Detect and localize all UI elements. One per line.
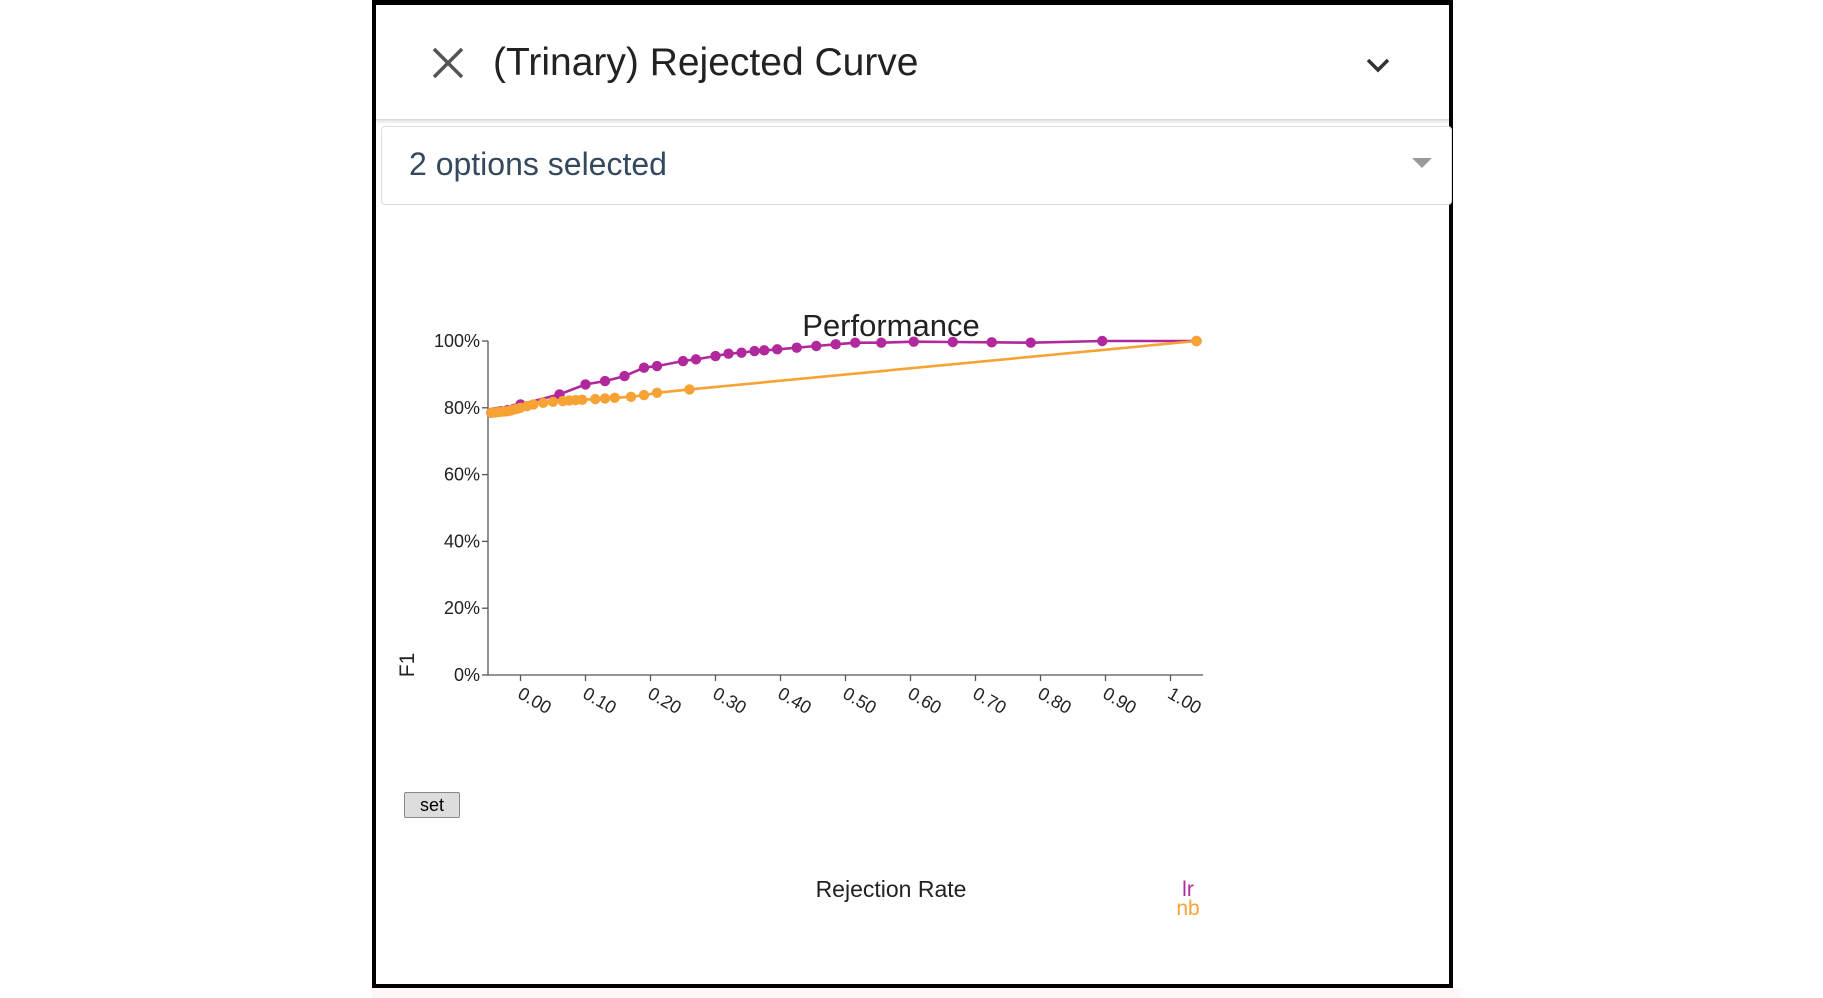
chart-title: Performance xyxy=(802,308,979,343)
y-tick-label: 80% xyxy=(444,398,480,418)
data-point-lr xyxy=(723,348,734,359)
x-tick-label: 0.00 xyxy=(515,683,555,718)
performance-chart: Performance 0% 20% 40% 60% 80% 100% 0.00 0.10 0.… xyxy=(396,308,1205,920)
data-point-nb xyxy=(547,396,559,407)
data-point-lr xyxy=(772,344,783,355)
data-point-lr xyxy=(1025,337,1036,348)
data-point-lr xyxy=(710,350,721,362)
data-point-nb xyxy=(684,384,695,395)
data-point-lr xyxy=(599,375,611,387)
series-lr xyxy=(486,335,1202,419)
model-multiselect[interactable]: 2 options selected xyxy=(381,126,1452,205)
x-axis-label: Rejection Rate xyxy=(816,876,967,902)
data-point-lr xyxy=(749,345,760,357)
panel-title: (Trinary) Rejected Curve xyxy=(493,41,919,84)
data-point-nb xyxy=(638,389,650,401)
panel-header: (Trinary) Rejected Curve xyxy=(376,5,1449,120)
data-point-nb xyxy=(651,387,663,398)
x-tick-label: 0.80 xyxy=(1035,683,1075,718)
data-point-lr xyxy=(850,337,861,348)
set-button[interactable]: set xyxy=(404,792,460,818)
y-tick-label: 20% xyxy=(444,598,480,618)
x-tick-label: 0.50 xyxy=(840,683,880,718)
multiselect-value: 2 options selected xyxy=(409,146,667,182)
x-tick-label: 0.60 xyxy=(905,683,945,718)
data-point-nb xyxy=(1191,335,1202,347)
data-point-nb xyxy=(538,397,549,408)
legend-item-nb: nb xyxy=(1176,897,1199,920)
data-point-lr xyxy=(986,337,997,348)
data-point-lr xyxy=(759,345,770,356)
data-point-nb xyxy=(625,391,637,402)
y-tick-label: 100% xyxy=(434,331,480,351)
data-point-lr xyxy=(791,342,802,353)
x-tick-label: 0.40 xyxy=(775,683,815,718)
x-tick-label: 1.00 xyxy=(1165,683,1205,718)
chart-axes: 0% 20% 40% 60% 80% 100% 0.00 0.10 0.20 0.30 0.40 0.… xyxy=(434,331,1205,718)
close-button[interactable] xyxy=(428,43,468,83)
panel-bottom-edge xyxy=(372,988,1461,998)
series-nb xyxy=(486,335,1202,419)
data-point-lr xyxy=(947,336,958,348)
y-tick-label: 60% xyxy=(444,465,480,485)
x-tick-label: 0.30 xyxy=(710,683,750,718)
data-point-lr xyxy=(876,337,887,348)
x-tick-label: 0.90 xyxy=(1100,683,1140,718)
close-icon xyxy=(432,47,464,79)
chevron-down-icon xyxy=(1366,58,1390,73)
x-tick-label: 0.20 xyxy=(645,683,685,718)
data-point-nb xyxy=(599,393,611,404)
y-tick-label: 40% xyxy=(444,531,480,551)
data-point-lr xyxy=(690,354,702,365)
y-axis-label: F1 xyxy=(396,653,419,678)
data-point-lr xyxy=(619,370,630,382)
data-point-nb xyxy=(528,399,539,410)
data-point-lr xyxy=(580,379,591,390)
chart-plot-area xyxy=(486,335,1202,419)
data-point-lr xyxy=(811,340,822,352)
rejected-curve-panel: (Trinary) Rejected Curve 2 options selec… xyxy=(372,0,1453,988)
data-point-lr xyxy=(830,339,841,350)
data-point-lr xyxy=(908,336,919,347)
data-point-lr xyxy=(651,360,663,372)
data-point-lr xyxy=(677,355,689,367)
y-tick-label: 0% xyxy=(454,665,480,685)
data-point-nb xyxy=(577,394,588,405)
caret-down-icon xyxy=(1412,158,1432,168)
data-point-lr xyxy=(1097,335,1108,347)
data-point-lr xyxy=(736,347,747,358)
data-point-nb xyxy=(609,392,620,403)
x-tick-label: 0.10 xyxy=(580,683,620,718)
data-point-lr xyxy=(638,362,650,373)
collapse-button[interactable] xyxy=(1360,51,1396,81)
x-tick-label: 0.70 xyxy=(970,683,1010,718)
data-point-nb xyxy=(590,393,601,405)
legend-item-lr: lr xyxy=(1182,878,1194,901)
